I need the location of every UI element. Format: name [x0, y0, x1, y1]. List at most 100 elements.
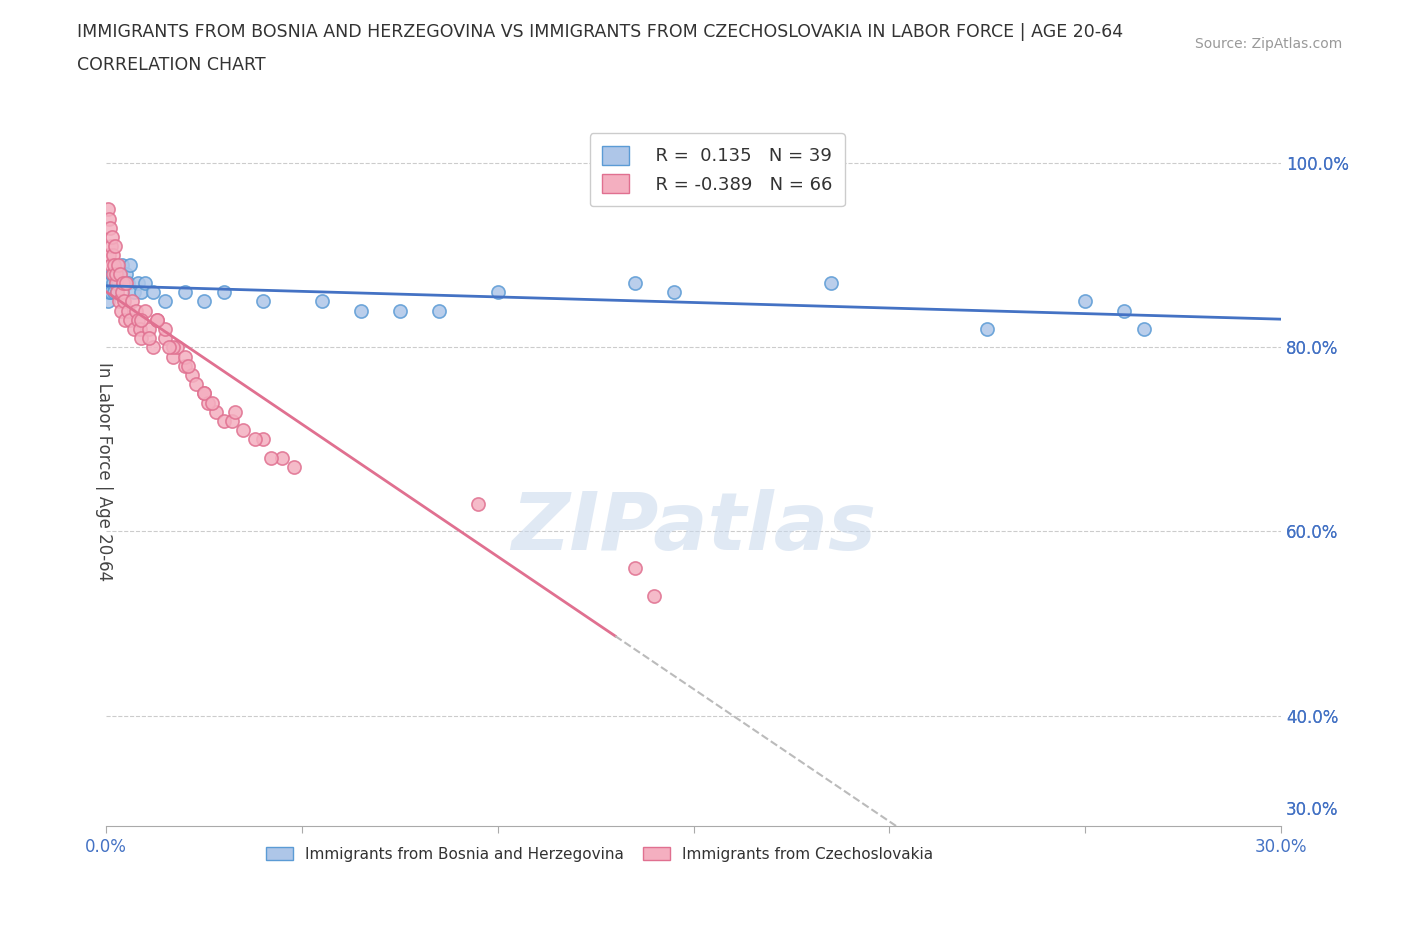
Point	[105, 285, 128, 299]
Point	[101, 230, 124, 245]
Point	[100, 239, 122, 254]
Point	[205, 405, 228, 419]
Point	[103, 275, 125, 290]
Point	[127, 275, 149, 290]
Point	[197, 395, 219, 410]
Point	[124, 303, 146, 318]
Point	[1114, 303, 1136, 318]
Point	[134, 275, 156, 290]
Point	[98, 220, 121, 235]
Point	[127, 312, 149, 327]
Point	[121, 294, 143, 309]
Point	[118, 312, 141, 327]
Point	[1133, 322, 1156, 337]
Point	[111, 285, 134, 299]
Point	[111, 275, 134, 290]
Point	[108, 266, 131, 281]
Point	[131, 331, 153, 346]
Point	[104, 239, 127, 254]
Point	[212, 414, 235, 429]
Point	[173, 285, 195, 299]
Point	[166, 340, 188, 355]
Point	[101, 266, 124, 281]
Point	[138, 322, 160, 337]
Y-axis label: In Labor Force | Age 20-64: In Labor Force | Age 20-64	[96, 362, 112, 581]
Point	[311, 294, 333, 309]
Point	[252, 432, 274, 447]
Point	[114, 312, 136, 327]
Point	[232, 423, 254, 438]
Point	[108, 266, 131, 281]
Point	[1074, 294, 1097, 309]
Point	[427, 303, 450, 318]
Point	[186, 377, 208, 392]
Point	[103, 257, 125, 272]
Point	[107, 275, 129, 290]
Point	[142, 340, 165, 355]
Point	[976, 322, 998, 337]
Point	[131, 285, 153, 299]
Text: IMMIGRANTS FROM BOSNIA AND HERZEGOVINA VS IMMIGRANTS FROM CZECHOSLOVAKIA IN LABO: IMMIGRANTS FROM BOSNIA AND HERZEGOVINA V…	[77, 23, 1123, 41]
Point	[98, 275, 121, 290]
Point	[162, 349, 184, 364]
Point	[105, 266, 128, 281]
Point	[110, 303, 132, 318]
Point	[201, 395, 224, 410]
Point	[153, 331, 176, 346]
Point	[662, 285, 685, 299]
Point	[111, 257, 134, 272]
Point	[162, 340, 184, 355]
Point	[107, 257, 129, 272]
Point	[146, 312, 169, 327]
Point	[388, 303, 411, 318]
Point	[173, 349, 195, 364]
Point	[114, 275, 136, 290]
Point	[157, 340, 180, 355]
Point	[467, 497, 489, 512]
Point	[486, 285, 509, 299]
Point	[107, 294, 129, 309]
Point	[105, 285, 128, 299]
Text: CORRELATION CHART: CORRELATION CHART	[77, 56, 266, 73]
Point	[142, 285, 165, 299]
Point	[112, 275, 135, 290]
Point	[243, 432, 266, 447]
Point	[117, 275, 139, 290]
Point	[131, 312, 153, 327]
Point	[122, 285, 145, 299]
Point	[114, 266, 136, 281]
Point	[97, 202, 120, 217]
Point	[252, 294, 274, 309]
Point	[98, 211, 121, 226]
Point	[212, 285, 235, 299]
Point	[221, 414, 243, 429]
Point	[100, 285, 122, 299]
Point	[98, 285, 121, 299]
Point	[260, 450, 283, 465]
Point	[153, 322, 176, 337]
Point	[177, 358, 200, 373]
Point	[193, 294, 215, 309]
Point	[193, 386, 215, 401]
Point	[624, 561, 647, 576]
Point	[173, 358, 195, 373]
Point	[105, 275, 128, 290]
Point	[193, 386, 215, 401]
Point	[112, 294, 135, 309]
Point	[146, 312, 169, 327]
Point	[224, 405, 246, 419]
Point	[118, 257, 141, 272]
Point	[820, 275, 842, 290]
Point	[153, 294, 176, 309]
Point	[97, 294, 120, 309]
Point	[134, 303, 156, 318]
Point	[138, 331, 160, 346]
Text: ZIPatlas: ZIPatlas	[512, 489, 876, 567]
Point	[271, 450, 294, 465]
Point	[128, 322, 150, 337]
Point	[103, 266, 125, 281]
Point	[624, 275, 647, 290]
Point	[350, 303, 373, 318]
Legend: Immigrants from Bosnia and Herzegovina, Immigrants from Czechoslovakia: Immigrants from Bosnia and Herzegovina, …	[260, 841, 939, 868]
Point	[104, 266, 127, 281]
